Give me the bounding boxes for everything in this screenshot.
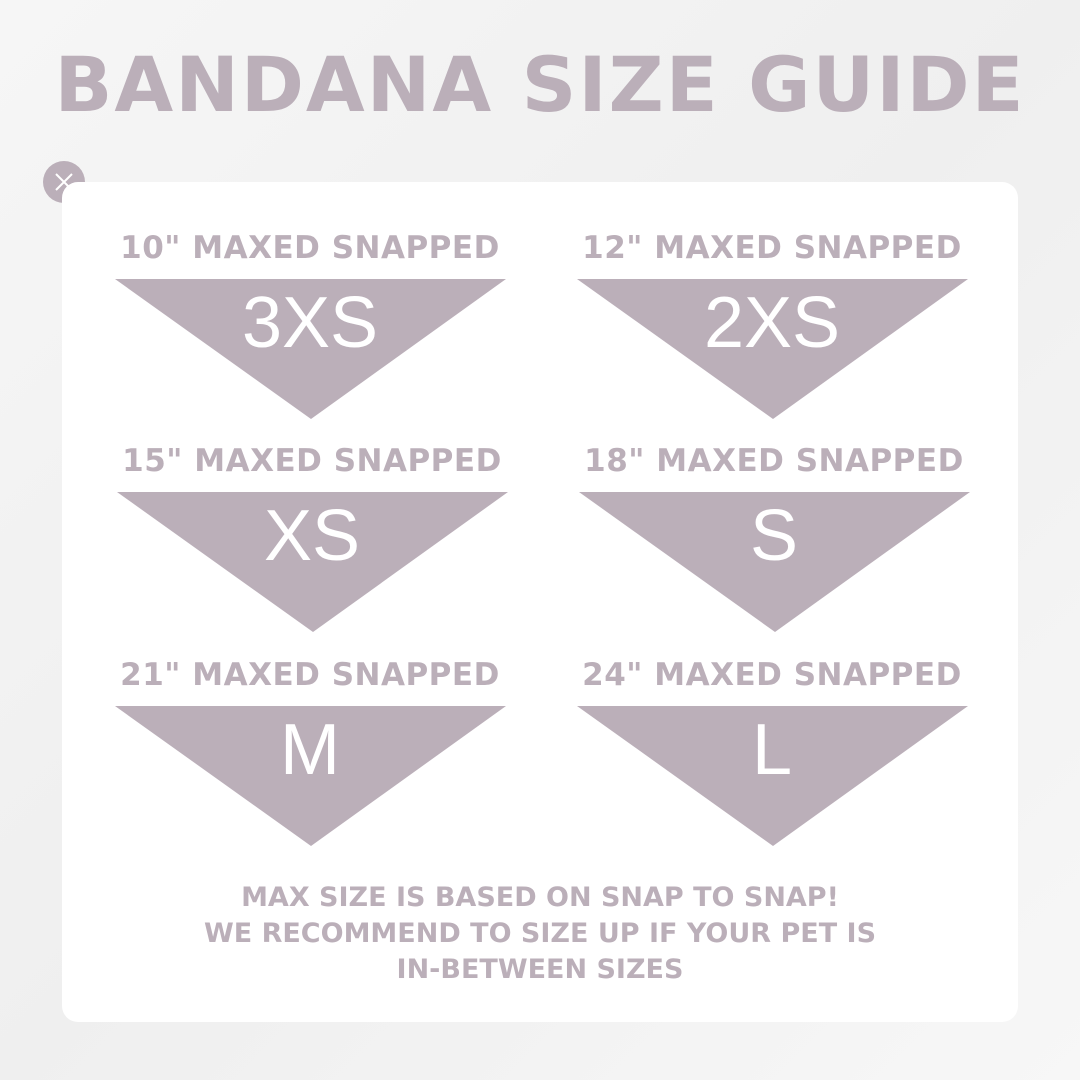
- bandana-triangle-icon: [579, 492, 970, 632]
- note-line-3: IN-BETWEEN SIZES: [396, 954, 684, 985]
- bandana-triangle-icon: [117, 492, 508, 632]
- note-line-2: WE RECOMMEND TO SIZE UP IF YOUR PET IS: [203, 918, 877, 949]
- bandana-triangle-icon: [577, 279, 968, 419]
- size-code: L: [751, 710, 793, 790]
- size-measurement: 15" MAXED SNAPPED: [122, 443, 502, 479]
- bandana-triangle-icon: [115, 279, 506, 419]
- size-measurement: 18" MAXED SNAPPED: [584, 443, 964, 479]
- bandana-triangle-icon: [577, 706, 968, 846]
- note-line-1: MAX SIZE IS BASED ON SNAP TO SNAP!: [241, 882, 839, 913]
- size-code: S: [749, 496, 799, 576]
- size-measurement: 24" MAXED SNAPPED: [582, 657, 962, 693]
- size-measurement: 21" MAXED SNAPPED: [120, 657, 500, 693]
- bandana-triangle-icon: [115, 706, 506, 846]
- size-code: XS: [263, 496, 361, 576]
- size-code: 2XS: [703, 283, 841, 363]
- size-measurement: 10" MAXED SNAPPED: [120, 230, 500, 266]
- page-title: BANDANA SIZE GUIDE: [54, 40, 1026, 129]
- size-code: 3XS: [241, 283, 379, 363]
- size-code: M: [280, 710, 340, 790]
- size-measurement: 12" MAXED SNAPPED: [582, 230, 962, 266]
- sizing-note: MAX SIZE IS BASED ON SNAP TO SNAP! WE RE…: [62, 880, 1018, 988]
